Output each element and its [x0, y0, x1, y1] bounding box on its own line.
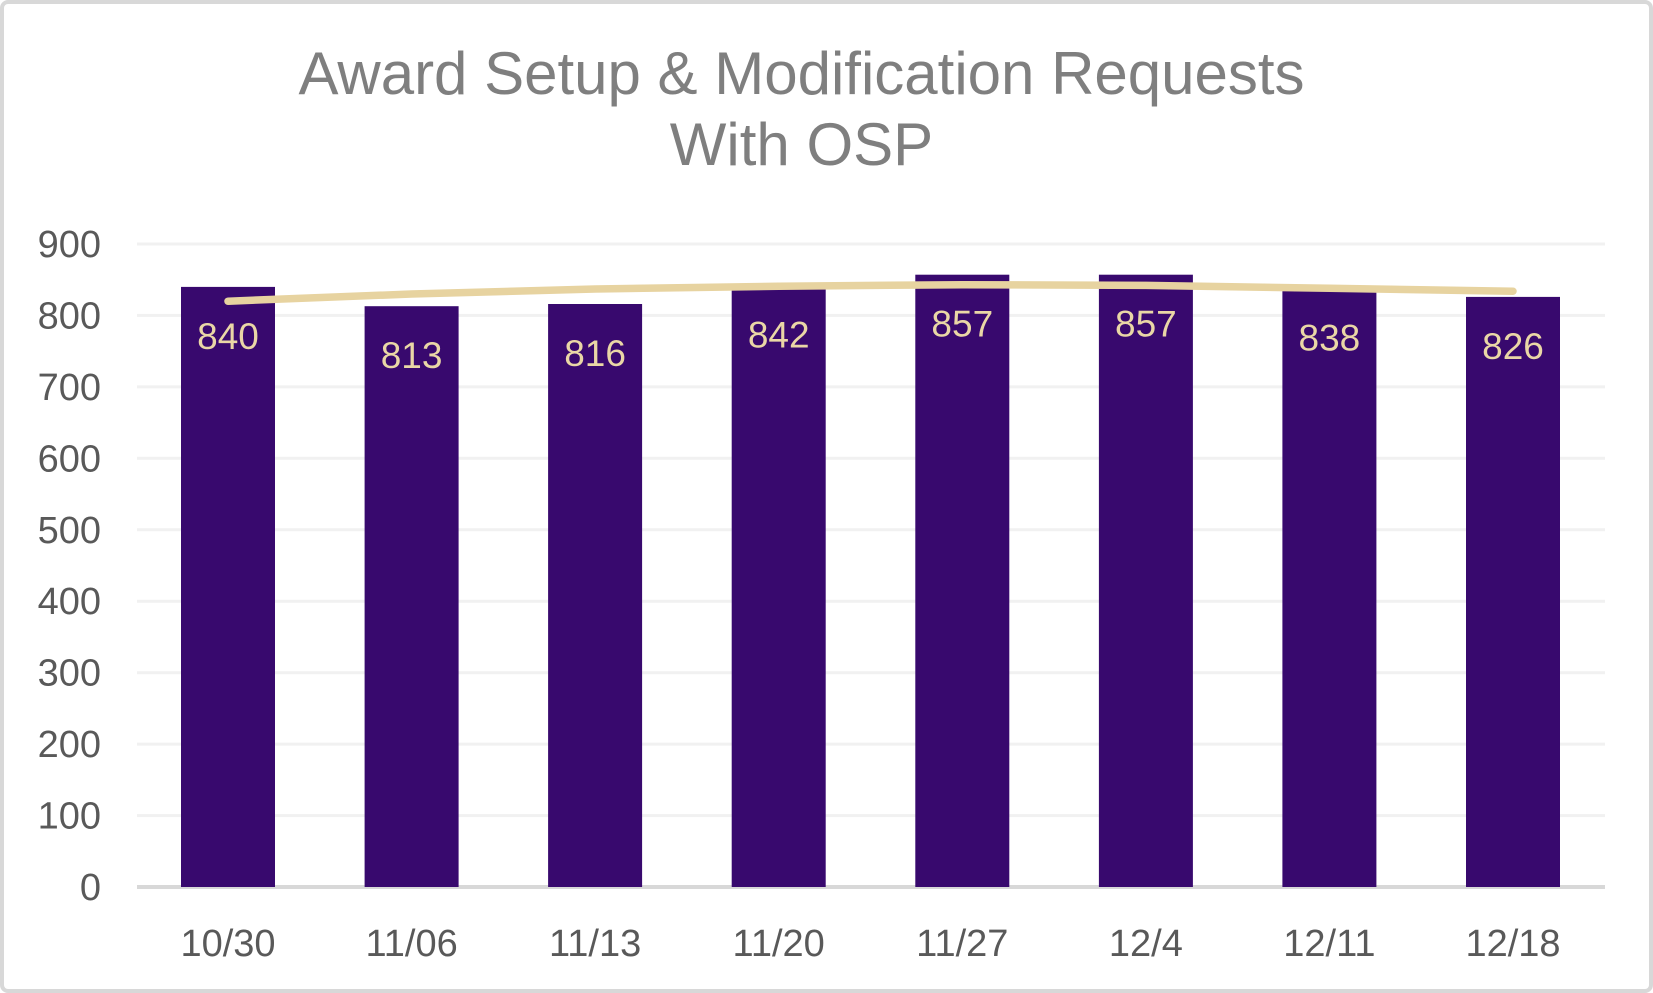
- bar-12/11: [1282, 288, 1377, 887]
- trend-line: [224, 280, 1517, 305]
- bar-11/20: [731, 285, 826, 887]
- y-tick-label: 400: [38, 581, 101, 623]
- bar-data-label: 813: [381, 335, 443, 376]
- y-tick-label: 800: [38, 295, 101, 337]
- x-tick-label: 11/13: [549, 923, 641, 965]
- y-tick-label: 600: [38, 438, 101, 480]
- x-tick-label: 11/20: [733, 923, 825, 965]
- bar-chart-canvas: 0 100 200 300 400 500 600 700 800 900 10/30 11/06 11…: [38, 224, 1605, 965]
- x-tick-label: 12/4: [1109, 923, 1183, 965]
- y-tick-label: 200: [38, 724, 101, 766]
- y-tick-label: 700: [38, 367, 101, 409]
- y-tick-label: 300: [38, 653, 101, 695]
- x-tick-label: 12/18: [1465, 923, 1560, 965]
- bar-11/13: [548, 304, 643, 887]
- x-tick-label: 10/30: [180, 923, 275, 965]
- bar-data-label: 826: [1482, 326, 1544, 367]
- bar-data-label: 857: [931, 304, 993, 345]
- bar-data-label: 857: [1115, 304, 1177, 345]
- bar-data-label: 840: [197, 316, 259, 357]
- y-tick-label: 100: [38, 796, 101, 838]
- x-tick-label: 11/27: [916, 923, 1008, 965]
- bar-11/06: [364, 306, 459, 887]
- bar-11/27: [915, 274, 1010, 887]
- bar-data-label: 842: [748, 314, 810, 355]
- bar-data-label: 816: [564, 333, 626, 374]
- y-tick-label: 0: [80, 867, 101, 909]
- y-tick-label: 900: [38, 224, 101, 266]
- y-tick-label: 500: [38, 510, 101, 552]
- x-tick-label: 12/11: [1283, 923, 1375, 965]
- x-tick-label: 11/06: [365, 923, 457, 965]
- bar-12/4: [1098, 274, 1193, 887]
- bar-data-label: 838: [1299, 317, 1361, 358]
- bar-10/30: [181, 286, 275, 887]
- bar-12/18: [1466, 296, 1560, 887]
